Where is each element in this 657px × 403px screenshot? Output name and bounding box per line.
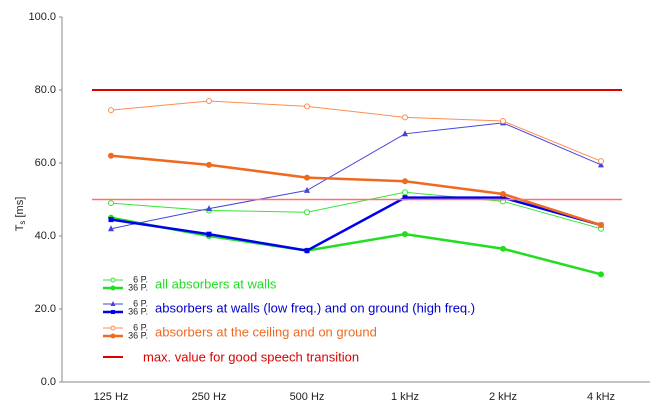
marker: [402, 189, 408, 196]
series-line: [110, 216, 602, 276]
marker: [500, 118, 506, 125]
marker: [304, 174, 310, 181]
y-tick-label: 40.0: [35, 230, 56, 242]
marker: [598, 161, 604, 168]
y-label-unit: [ms]: [14, 197, 26, 221]
marker: [598, 222, 604, 229]
marker: [108, 107, 114, 114]
marker: [402, 195, 408, 201]
marker: [108, 152, 114, 159]
y-tick-label: 80.0: [35, 84, 56, 96]
legend-label: 6 P.: [133, 322, 148, 332]
legend-label: 6 P.: [133, 298, 148, 308]
legend-label: 36 P.: [128, 306, 148, 316]
marker: [598, 158, 604, 165]
series-line: [110, 196, 602, 252]
marker: [304, 103, 310, 110]
marker: [304, 209, 310, 216]
marker: [402, 130, 408, 137]
marker: [402, 231, 408, 238]
y-label-sub: s: [18, 221, 27, 225]
marker: [206, 205, 212, 212]
x-tick-label: 4 kHz: [587, 391, 615, 403]
marker: [598, 271, 604, 278]
y-tick-label: 20.0: [35, 303, 56, 315]
y-axis-label: Ts [ms]: [14, 197, 27, 232]
marker: [108, 225, 114, 232]
marker: [108, 200, 114, 207]
marker: [206, 97, 212, 104]
x-tick-label: 500 Hz: [290, 391, 325, 403]
series-line: [110, 100, 602, 162]
marker: [500, 191, 506, 198]
marker: [206, 161, 212, 168]
marker: [206, 231, 212, 237]
x-tick-label: 2 kHz: [489, 391, 517, 403]
y-label-main: T: [14, 224, 26, 231]
series-line: [110, 122, 602, 230]
series-line: [110, 191, 602, 230]
marker: [108, 217, 114, 223]
marker: [500, 245, 506, 252]
x-tick-label: 1 kHz: [391, 391, 419, 403]
marker: [304, 186, 310, 193]
legend-label: max. value for good speech transition: [143, 349, 359, 364]
marker: [402, 178, 408, 185]
legend-group-text: all absorbers at walls: [155, 276, 277, 291]
marker: [304, 248, 310, 254]
legend-group-text: absorbers at walls (low freq.) and on gr…: [155, 300, 475, 315]
marker: [500, 195, 506, 201]
legend-group-text: absorbers at the ceiling and on ground: [155, 324, 377, 339]
y-tick-label: 60.0: [35, 157, 56, 169]
marker: [402, 114, 408, 121]
legend-marker: [110, 325, 116, 331]
legend-marker: [110, 277, 116, 283]
legend-label: 6 P.: [133, 274, 148, 284]
y-tick-label: 0.0: [41, 376, 56, 388]
x-tick-label: 250 Hz: [192, 391, 227, 403]
legend-marker: [110, 333, 116, 339]
legend-marker: [110, 301, 116, 306]
legend-label: 36 P.: [128, 282, 148, 292]
y-tick-label: 100.0: [28, 11, 56, 23]
legend-label: 36 P.: [128, 330, 148, 340]
series-line: [110, 154, 602, 227]
legend-marker: [111, 310, 115, 314]
x-tick-label: 125 Hz: [94, 391, 129, 403]
legend-marker: [110, 285, 116, 291]
